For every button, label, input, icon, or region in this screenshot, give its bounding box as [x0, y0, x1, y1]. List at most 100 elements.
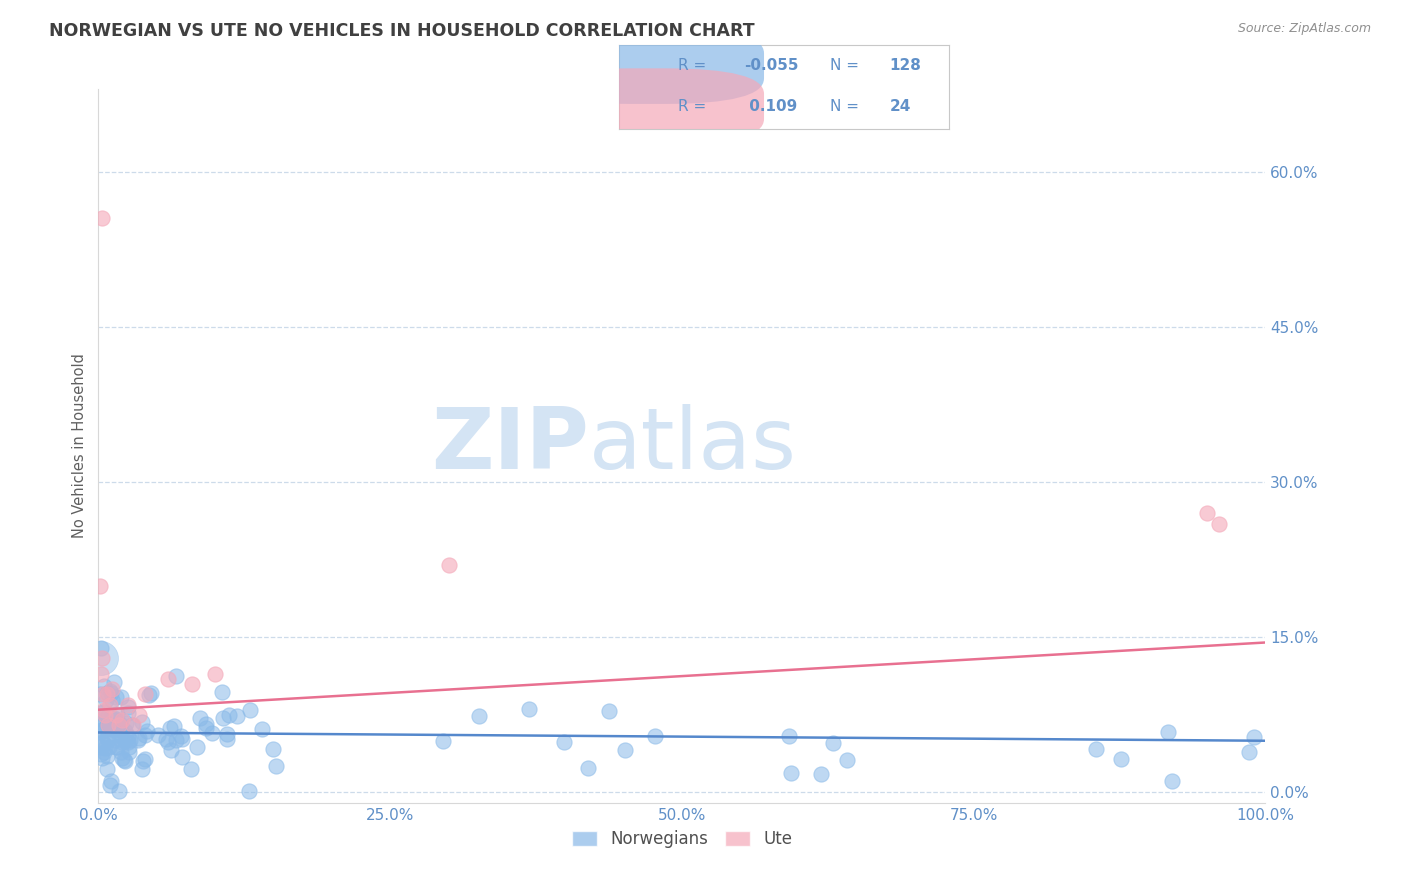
Point [1237, 745, 1260, 759]
Point [239, 703, 262, 717]
Text: Source: ZipAtlas.com: Source: ZipAtlas.com [1237, 22, 1371, 36]
Point [90, 211, 112, 226]
Point [97, 708, 120, 723]
Point [105, 707, 128, 722]
Point [90, 666, 112, 681]
Point [112, 753, 135, 767]
Point [110, 719, 132, 733]
Point [437, 558, 460, 572]
Text: R =: R = [678, 58, 711, 73]
Point [576, 761, 599, 775]
Point [103, 717, 125, 731]
Point [121, 718, 143, 732]
Point [117, 698, 139, 712]
Text: atlas: atlas [589, 404, 797, 488]
Point [114, 723, 136, 738]
Point [91, 705, 114, 719]
Point [134, 687, 156, 701]
Point [215, 731, 238, 746]
Point [172, 749, 194, 764]
Point [114, 754, 136, 768]
Point [778, 729, 800, 743]
Point [110, 717, 132, 731]
Point [117, 706, 139, 720]
Point [553, 735, 575, 749]
Point [100, 686, 122, 700]
Point [108, 784, 131, 798]
Point [148, 728, 170, 742]
Point [91, 687, 114, 701]
Point [118, 732, 141, 747]
Point [100, 714, 122, 728]
Point [100, 722, 122, 736]
Point [101, 681, 124, 696]
Text: NORWEGIAN VS UTE NO VEHICLES IN HOUSEHOLD CORRELATION CHART: NORWEGIAN VS UTE NO VEHICLES IN HOUSEHOL… [49, 22, 755, 40]
Point [90, 718, 112, 732]
Point [517, 702, 540, 716]
Text: 128: 128 [890, 58, 921, 73]
Point [91, 751, 114, 765]
Point [91, 713, 114, 727]
Point [170, 729, 193, 743]
Point [108, 728, 131, 742]
Point [118, 739, 141, 754]
Point [823, 736, 845, 750]
Point [96, 717, 118, 731]
Point [104, 722, 127, 736]
Point [131, 763, 153, 777]
Point [131, 754, 153, 768]
Point [108, 718, 131, 732]
Point [131, 715, 153, 730]
Point [100, 774, 122, 789]
Point [111, 735, 134, 749]
Text: R =: R = [678, 99, 711, 114]
Point [1109, 752, 1132, 766]
Point [226, 708, 249, 723]
Point [100, 718, 122, 732]
Point [212, 711, 235, 725]
Point [103, 674, 125, 689]
Text: -0.055: -0.055 [744, 58, 799, 73]
Point [250, 722, 273, 736]
Point [644, 729, 666, 743]
Point [90, 640, 112, 655]
Point [204, 666, 226, 681]
Point [117, 729, 139, 743]
Point [136, 723, 159, 738]
Point [159, 743, 181, 757]
Point [201, 726, 224, 740]
Point [134, 752, 156, 766]
Point [194, 716, 217, 731]
Point [107, 739, 129, 754]
Text: N =: N = [830, 99, 863, 114]
Point [163, 719, 186, 733]
Point [139, 686, 162, 700]
Point [90, 651, 112, 665]
Point [1208, 516, 1230, 531]
Point [91, 734, 114, 748]
Point [90, 725, 112, 739]
Point [96, 686, 118, 700]
Point [180, 677, 202, 691]
Point [104, 732, 127, 747]
Point [117, 735, 139, 749]
Point [110, 745, 132, 759]
Point [122, 718, 145, 732]
Point [93, 736, 115, 750]
Point [103, 711, 125, 725]
Text: ZIP: ZIP [430, 404, 589, 488]
Point [138, 688, 160, 702]
Point [1243, 731, 1265, 745]
Text: 0.109: 0.109 [744, 99, 797, 114]
Point [105, 713, 128, 727]
Point [89, 739, 111, 754]
Point [110, 729, 132, 743]
Point [117, 745, 139, 759]
Point [96, 731, 118, 745]
Y-axis label: No Vehicles in Household: No Vehicles in Household [72, 353, 87, 539]
Point [96, 748, 118, 763]
Point [172, 731, 194, 746]
Point [98, 684, 121, 698]
Point [218, 708, 240, 723]
Point [97, 739, 120, 754]
